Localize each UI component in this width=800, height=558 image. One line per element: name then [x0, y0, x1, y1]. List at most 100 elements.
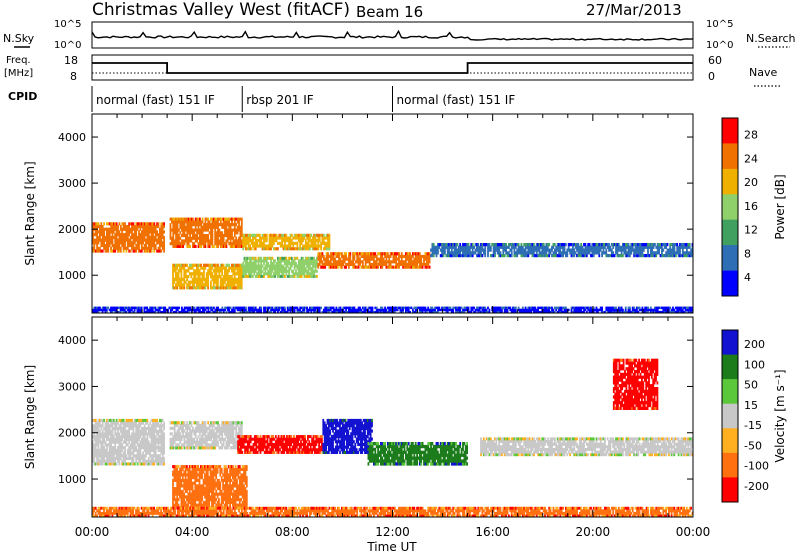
data-cell — [142, 422, 144, 425]
data-cell — [381, 266, 383, 269]
data-cell — [179, 237, 181, 240]
data-cell — [242, 247, 244, 250]
data-cell — [209, 245, 211, 248]
data-cell — [153, 462, 155, 465]
data-cell — [266, 259, 268, 262]
data-cell — [103, 222, 105, 225]
data-cell — [448, 249, 450, 252]
data-cell — [309, 265, 311, 268]
data-cell — [207, 275, 209, 278]
data-cell — [329, 234, 331, 237]
data-cell — [128, 233, 130, 236]
data-cell — [148, 424, 150, 427]
data-cell — [116, 419, 118, 422]
data-cell — [412, 255, 414, 258]
data-cell — [263, 242, 265, 245]
data-cell — [114, 446, 116, 449]
data-cell — [191, 226, 193, 229]
data-cell — [138, 427, 140, 430]
data-cell — [188, 242, 190, 245]
data-cell — [291, 257, 293, 260]
data-cell — [387, 252, 389, 255]
data-cell — [163, 225, 165, 228]
data-cell — [383, 258, 385, 261]
data-cell — [120, 247, 122, 250]
data-cell — [302, 257, 304, 260]
data-cell — [113, 454, 115, 457]
data-cell — [102, 430, 104, 433]
data-cell — [183, 283, 185, 286]
data-cell — [472, 249, 474, 252]
data-cell — [238, 220, 240, 223]
data-cell — [662, 249, 664, 252]
data-cell — [345, 252, 347, 255]
data-cell — [333, 255, 335, 258]
data-cell — [170, 223, 172, 226]
data-cell — [193, 283, 195, 286]
data-cell — [130, 454, 132, 457]
data-cell — [217, 226, 219, 229]
data-cell — [280, 262, 282, 265]
data-cell — [133, 244, 135, 247]
data-cell — [162, 454, 164, 457]
data-cell — [120, 452, 122, 455]
data-cell — [294, 259, 296, 262]
data-cell — [358, 255, 360, 258]
data-cell — [295, 262, 297, 265]
data-cell — [230, 239, 232, 242]
data-cell — [123, 419, 125, 422]
data-cell — [273, 262, 275, 265]
data-cell — [600, 249, 602, 252]
data-cell — [240, 237, 242, 240]
data-cell — [327, 258, 329, 261]
data-cell — [207, 286, 209, 289]
data-cell — [226, 245, 228, 248]
data-cell — [113, 230, 115, 233]
data-cell — [234, 226, 236, 229]
data-cell — [241, 281, 243, 284]
data-cell — [689, 243, 691, 246]
data-cell — [196, 239, 198, 242]
data-cell — [511, 249, 513, 252]
data-cell — [138, 438, 140, 441]
data-cell — [119, 230, 121, 233]
data-cell — [337, 266, 339, 269]
data-cell — [297, 257, 299, 260]
data-cell — [487, 251, 489, 254]
data-cell — [245, 245, 247, 248]
data-cell — [175, 269, 177, 272]
data-cell — [559, 249, 561, 252]
freq-panel-frame — [92, 55, 693, 80]
data-cell — [133, 457, 135, 460]
data-cell — [110, 247, 112, 250]
data-cell — [221, 272, 223, 275]
data-cell — [93, 244, 95, 247]
data-cell — [315, 242, 317, 245]
data-cell — [277, 247, 279, 250]
data-cell — [119, 244, 121, 247]
data-cell — [103, 230, 105, 233]
data-cell — [266, 234, 268, 237]
data-cell — [121, 443, 123, 446]
data-cell — [630, 251, 632, 254]
data-cell — [241, 226, 243, 229]
data-cell — [99, 430, 101, 433]
data-cell — [102, 424, 104, 427]
data-cell — [153, 241, 155, 244]
data-cell — [212, 229, 214, 232]
data-cell — [145, 430, 147, 433]
data-cell — [156, 230, 158, 233]
data-cell — [183, 267, 185, 270]
data-cell — [182, 245, 184, 248]
data-cell — [114, 250, 116, 253]
data-cell — [228, 264, 230, 267]
data-cell — [674, 249, 676, 252]
data-cell — [138, 230, 140, 233]
data-cell — [186, 234, 188, 237]
data-cell — [258, 262, 260, 265]
data-cell — [102, 422, 104, 425]
data-cell — [109, 427, 111, 430]
data-cell — [217, 278, 219, 281]
data-cell — [228, 220, 230, 223]
data-cell — [327, 252, 329, 255]
